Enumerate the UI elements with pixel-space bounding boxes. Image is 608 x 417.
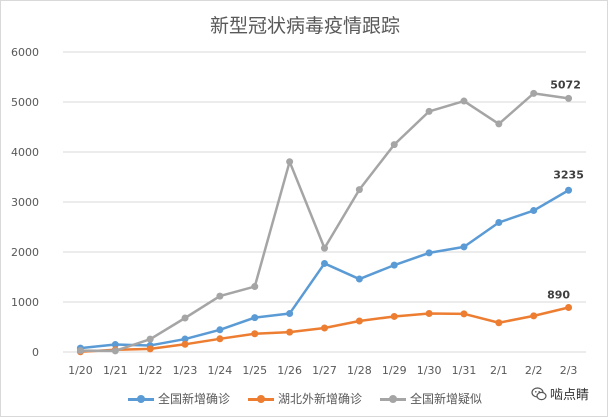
legend-swatch-confirmed: [127, 394, 154, 404]
series-2-point-7: [321, 244, 328, 252]
y-tick-label-5: 5000: [11, 96, 39, 109]
x-tick-label-2: 1/22: [138, 364, 163, 377]
legend-item-confirmed: 全国新增确诊: [127, 390, 230, 407]
data-label-series-0: 3235: [553, 168, 584, 181]
series-2-point-2: [146, 335, 154, 343]
x-tick-label-11: 1/31: [452, 364, 477, 377]
series-2-point-4: [216, 292, 224, 300]
chart-title: 新型冠状病毒疫情跟踪: [209, 15, 400, 37]
y-tick-label-2: 2000: [11, 246, 39, 259]
x-tick-label-14: 2/3: [560, 364, 578, 377]
x-tick-label-9: 1/29: [382, 364, 407, 377]
series-2-point-8: [355, 186, 363, 194]
series-1-point-11: [460, 310, 468, 318]
series-2-point-11: [460, 97, 468, 105]
series-1-point-2: [146, 345, 154, 353]
legend-swatch-outside-hubei: [247, 394, 274, 404]
x-tick-label-10: 1/30: [417, 364, 442, 377]
legend-label-confirmed: 全国新增确诊: [157, 392, 230, 406]
series-0-point-3: [181, 335, 189, 343]
series-0-point-1: [111, 341, 119, 349]
y-tick-label-4: 4000: [11, 146, 39, 159]
series-0-point-6: [286, 310, 294, 318]
x-tick-label-13: 2/2: [525, 364, 543, 377]
series-0-point-8: [355, 275, 363, 283]
y-tick-label-0: 0: [32, 346, 39, 359]
y-tick-label-6: 6000: [11, 46, 39, 59]
series-2-point-9: [390, 141, 398, 149]
x-tick-label-0: 1/20: [68, 364, 93, 377]
series-line-2: [80, 92, 569, 353]
legend-label-suspected: 全国新增疑似: [410, 392, 483, 406]
watermark-text: 啮点睛: [549, 388, 589, 403]
watermark: 啮点睛: [531, 384, 589, 403]
series-1-point-6: [286, 328, 294, 336]
series-1-point-14: [565, 304, 573, 311]
series-0-point-14: [565, 186, 573, 194]
series-0-point-7: [321, 259, 328, 267]
series-2-point-5: [251, 283, 259, 291]
legend: 全国新增确诊 湖北外新增确诊 全国新增疑似: [1, 390, 608, 407]
series-0-point-12: [495, 219, 503, 226]
series-0-point-11: [460, 243, 468, 251]
x-tick-label-8: 1/28: [347, 364, 372, 377]
series-1-point-8: [355, 317, 363, 325]
data-label-series-1: 890: [547, 289, 570, 302]
series-line-0: [80, 189, 570, 350]
series-2-point-1: [111, 347, 119, 355]
series-1-point-4: [216, 335, 224, 343]
series-2-point-3: [181, 314, 189, 322]
series-1-point-3: [181, 340, 189, 348]
series-0-point-13: [530, 207, 538, 215]
x-tick-label-4: 1/24: [208, 364, 233, 377]
series-1-point-5: [251, 330, 259, 338]
y-tick-label-3: 3000: [11, 196, 39, 209]
x-tick-label-5: 1/25: [242, 364, 267, 377]
x-tick-label-7: 1/27: [312, 364, 337, 377]
series-1-point-7: [321, 324, 328, 332]
series-1-point-13: [530, 312, 538, 320]
series-0-point-5: [251, 314, 259, 322]
wechat-icon: [531, 386, 547, 400]
x-tick-label-3: 1/23: [173, 364, 198, 377]
series-2-point-10: [425, 107, 433, 115]
series-2-point-13: [530, 89, 538, 97]
series-0-point-4: [216, 326, 224, 334]
series-0-point-10: [425, 249, 433, 257]
series-2-point-12: [495, 120, 503, 128]
series-1-point-9: [390, 312, 398, 320]
series-2-point-14: [565, 94, 573, 102]
legend-swatch-suspected: [380, 394, 406, 404]
y-tick-label-1: 1000: [11, 296, 39, 309]
data-label-series-2: 5072: [550, 78, 581, 91]
series-1-point-10: [425, 310, 433, 317]
legend-item-suspected: 全国新增疑似: [380, 390, 482, 407]
legend-item-outside-hubei: 湖北外新增确诊: [247, 390, 362, 407]
series-2-point-0: [76, 347, 84, 355]
series-0-point-9: [390, 261, 398, 269]
x-tick-label-1: 1/21: [103, 364, 128, 377]
series-1-point-12: [495, 319, 503, 327]
legend-label-outside-hubei: 湖北外新增确诊: [277, 392, 362, 406]
series-2-point-6: [286, 158, 294, 166]
x-tick-label-12: 2/1: [490, 364, 508, 377]
x-tick-label-6: 1/26: [277, 364, 302, 377]
